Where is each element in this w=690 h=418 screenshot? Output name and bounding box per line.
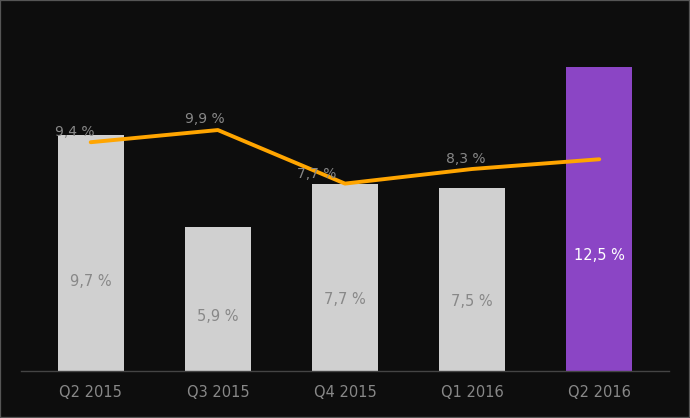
Text: 8,7 %: 8,7 %: [580, 142, 619, 155]
Text: 8,3 %: 8,3 %: [446, 152, 486, 166]
Bar: [185, 227, 251, 371]
Bar: [439, 189, 505, 371]
Text: 5,9 %: 5,9 %: [197, 309, 239, 324]
Text: 12,5 %: 12,5 %: [574, 248, 624, 263]
Bar: [566, 67, 632, 371]
Text: 9,7 %: 9,7 %: [70, 274, 112, 289]
Text: 7,7 %: 7,7 %: [324, 292, 366, 307]
Text: 7,5 %: 7,5 %: [451, 294, 493, 309]
Text: 9,4 %: 9,4 %: [55, 125, 95, 138]
Bar: [58, 135, 124, 371]
Bar: [312, 184, 378, 371]
Text: 7,7 %: 7,7 %: [297, 167, 337, 181]
Text: 9,9 %: 9,9 %: [186, 112, 225, 126]
